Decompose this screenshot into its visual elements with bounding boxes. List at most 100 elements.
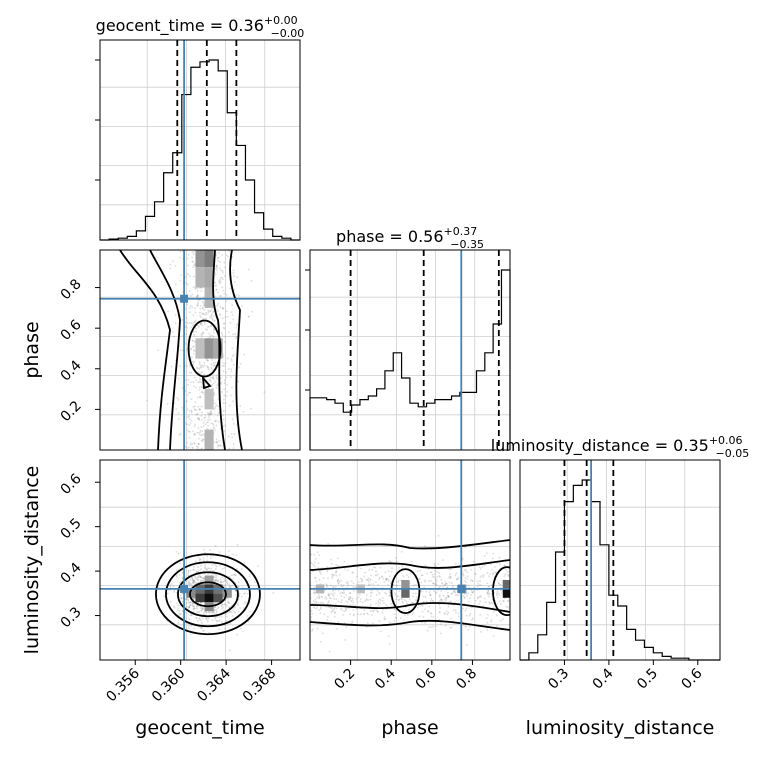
sample-point — [202, 317, 205, 320]
sample-point — [225, 619, 228, 622]
sample-point — [229, 287, 232, 290]
sample-point — [205, 610, 207, 613]
reference-lines-layer — [100, 40, 615, 660]
sample-point — [370, 592, 373, 595]
sample-point — [233, 433, 236, 436]
sample-point — [243, 592, 246, 595]
sample-point — [490, 592, 493, 595]
sample-point — [345, 626, 347, 628]
sample-point — [201, 621, 204, 624]
sample-point — [214, 402, 217, 405]
sample-point — [429, 593, 432, 596]
sample-point — [198, 361, 201, 364]
sample-point — [224, 627, 226, 630]
sample-point — [349, 604, 352, 607]
sample-point — [188, 311, 191, 314]
sample-point — [378, 576, 381, 579]
sample-point — [220, 620, 223, 623]
sample-point — [215, 264, 218, 267]
sample-point — [235, 593, 238, 596]
sample-point — [204, 567, 206, 570]
sample-point — [216, 269, 219, 272]
sample-point — [214, 617, 217, 620]
sample-point — [445, 582, 447, 585]
sample-point — [461, 557, 464, 560]
sample-point — [406, 613, 409, 616]
sample-point — [387, 580, 390, 583]
sample-point — [235, 326, 238, 329]
sample-point — [194, 607, 196, 610]
sample-point — [193, 569, 195, 571]
sample-point — [186, 393, 189, 396]
sample-point — [375, 609, 378, 612]
sample-point — [206, 328, 208, 331]
sample-point — [199, 431, 202, 434]
sample-point — [335, 564, 338, 566]
sample-point — [338, 573, 341, 576]
xlabel-luminosity-distance: luminosity_distance — [526, 717, 715, 739]
sample-point — [204, 414, 207, 416]
sample-point — [331, 577, 334, 579]
sample-point — [435, 580, 438, 583]
sample-point — [383, 580, 386, 583]
sample-point — [499, 583, 501, 586]
sample-point — [220, 580, 223, 583]
sample-point — [193, 425, 196, 428]
sample-point — [196, 294, 199, 297]
sample-point — [190, 601, 192, 604]
sample-point — [208, 379, 211, 382]
sample-point — [187, 257, 189, 260]
sample-point — [196, 366, 198, 369]
sample-point — [185, 445, 188, 448]
sample-point — [327, 601, 330, 604]
sample-point — [169, 600, 172, 603]
sample-point — [465, 607, 468, 610]
sample-point — [192, 597, 195, 600]
x-tick-label: 0.6 — [679, 665, 706, 692]
sample-point — [189, 604, 192, 607]
sample-point — [187, 599, 190, 602]
contour-line — [149, 250, 181, 450]
sample-point — [321, 596, 324, 599]
sample-point — [352, 614, 355, 617]
sample-point — [327, 616, 329, 618]
sample-point — [315, 607, 318, 610]
y-tick-label: 0.2 — [58, 398, 85, 425]
sample-point — [200, 391, 203, 394]
sample-point — [317, 593, 320, 596]
sample-point — [395, 584, 398, 587]
sample-point — [195, 445, 198, 448]
contour-ellipse — [155, 553, 261, 636]
sample-point — [196, 289, 199, 292]
sample-point — [196, 304, 198, 307]
sample-point — [197, 371, 200, 374]
sample-point — [360, 580, 363, 583]
sample-point — [406, 573, 408, 576]
sample-point — [479, 614, 482, 616]
sample-point — [386, 584, 389, 586]
sample-point — [449, 575, 452, 578]
sample-point — [212, 329, 215, 331]
sample-point — [235, 293, 238, 296]
sample-point — [192, 330, 195, 333]
sample-point — [410, 601, 413, 604]
sample-point — [220, 294, 222, 297]
sample-point — [179, 432, 182, 435]
sample-point — [439, 607, 441, 609]
sample-point — [206, 559, 208, 562]
sample-point — [478, 584, 481, 587]
sample-point — [216, 404, 218, 407]
sample-point — [226, 357, 229, 360]
ylabel-luminosity-distance: luminosity_distance — [21, 466, 43, 655]
sample-point — [195, 582, 198, 585]
sample-point — [420, 590, 423, 593]
sample-point — [490, 568, 493, 571]
sample-point — [232, 318, 235, 321]
sample-point — [214, 545, 217, 547]
sample-point — [492, 635, 495, 637]
sample-point — [224, 583, 227, 586]
sample-point — [211, 318, 214, 321]
sample-point — [349, 595, 352, 598]
sample-point — [242, 410, 245, 413]
sample-point — [201, 331, 204, 334]
